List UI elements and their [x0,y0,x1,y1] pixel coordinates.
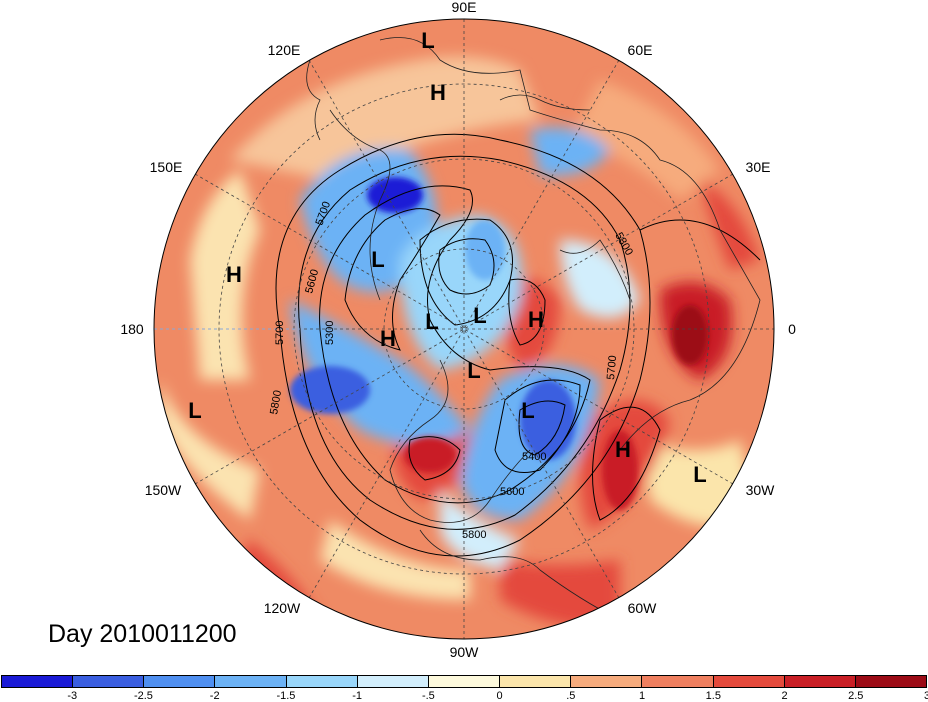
lon-label: 90W [450,644,480,660]
pressure-center-low: L [188,398,201,423]
pressure-centers: L H H L L L H H L L L H L [188,28,706,487]
colorbar-swatch [642,676,714,687]
pressure-center-low: L [693,462,706,487]
contour-label: 5300 [324,321,336,345]
pressure-center-low: L [371,247,384,272]
lon-label: 180 [120,321,144,337]
pressure-center-high: H [430,80,446,105]
pressure-center-high: H [528,307,544,332]
colorbar-tick-label: -1 [352,690,363,702]
pressure-center-low: L [421,28,434,53]
pressure-center-high: H [615,437,631,462]
colorbar-swatch [571,676,643,687]
colorbar-swatch [855,676,927,687]
contour-label: 5700 [605,355,619,380]
colorbar-swatch [286,676,358,687]
pressure-center-low: L [473,303,486,328]
colorbar-swatch [500,676,572,687]
colorbar-tick-label: -2 [209,690,220,702]
height-contours [275,133,761,557]
colorbar-tick-label: -3 [67,690,78,702]
colorbar-tick-label: 1.5 [705,690,721,702]
colorbar-swatch [357,676,429,687]
colorbar-swatch [2,676,74,687]
pressure-center-high: H [380,326,396,351]
colorbar-tick-label: 1 [639,690,646,702]
contour-label: 5400 [522,451,546,463]
contour-label: 5600 [500,486,524,498]
contour-label: 5700 [274,321,286,345]
lon-label: 30W [746,482,776,498]
pressure-center-low: L [467,358,480,383]
lon-label: 120W [264,600,301,616]
colorbar-tick-label: -2.5 [133,690,153,702]
pressure-center-low: L [521,398,534,423]
lon-label: 90E [452,0,477,15]
colorbar-swatch [713,676,785,687]
lon-label: 60W [628,600,658,616]
pressure-center-low: L [425,309,438,334]
lon-label: 60E [628,42,653,58]
map-boundary [153,18,775,640]
colorbar-swatch [215,676,287,687]
lon-label: 0 [788,321,796,337]
day-label: Day 2010011200 [48,620,237,648]
colorbar: -3 -2.5 -2 -1.5 -1 -.5 0 .5 1 1.5 2 2.5 3 [0,675,928,702]
lon-label: 120E [268,42,301,58]
pressure-center-high: H [226,262,242,287]
lon-label: 150W [145,482,182,498]
colorbar-swatch [428,676,501,687]
colorbar-tick-label: 2.5 [848,690,864,702]
colorbar-tick-label: -.5 [421,690,435,702]
coastlines [306,37,761,621]
contour-label: 5800 [462,529,486,541]
colorbar-tick-label: 2 [781,690,788,702]
lon-label: 30E [746,159,771,175]
colorbar-tick-label: .5 [566,690,576,702]
anomaly-field [154,19,774,639]
colorbar-swatch [73,676,145,687]
colorbar-tick-label: -1.5 [276,690,296,702]
colorbar-tick-label: 3 [923,690,928,702]
contour-label: 5800 [268,389,284,415]
longitude-labels: 90E 60E 30E 0 30W 60W 90W 120W 150W 180 … [120,0,796,660]
lon-label: 150E [150,159,183,175]
colorbar-swatch [144,676,216,687]
polar-map: 90E 60E 30E 0 30W 60W 90W 120W 150W 180 … [120,0,796,660]
colorbar-boxes [1,675,927,688]
colorbar-swatch [784,676,856,687]
colorbar-tick-label: 0 [496,690,503,702]
